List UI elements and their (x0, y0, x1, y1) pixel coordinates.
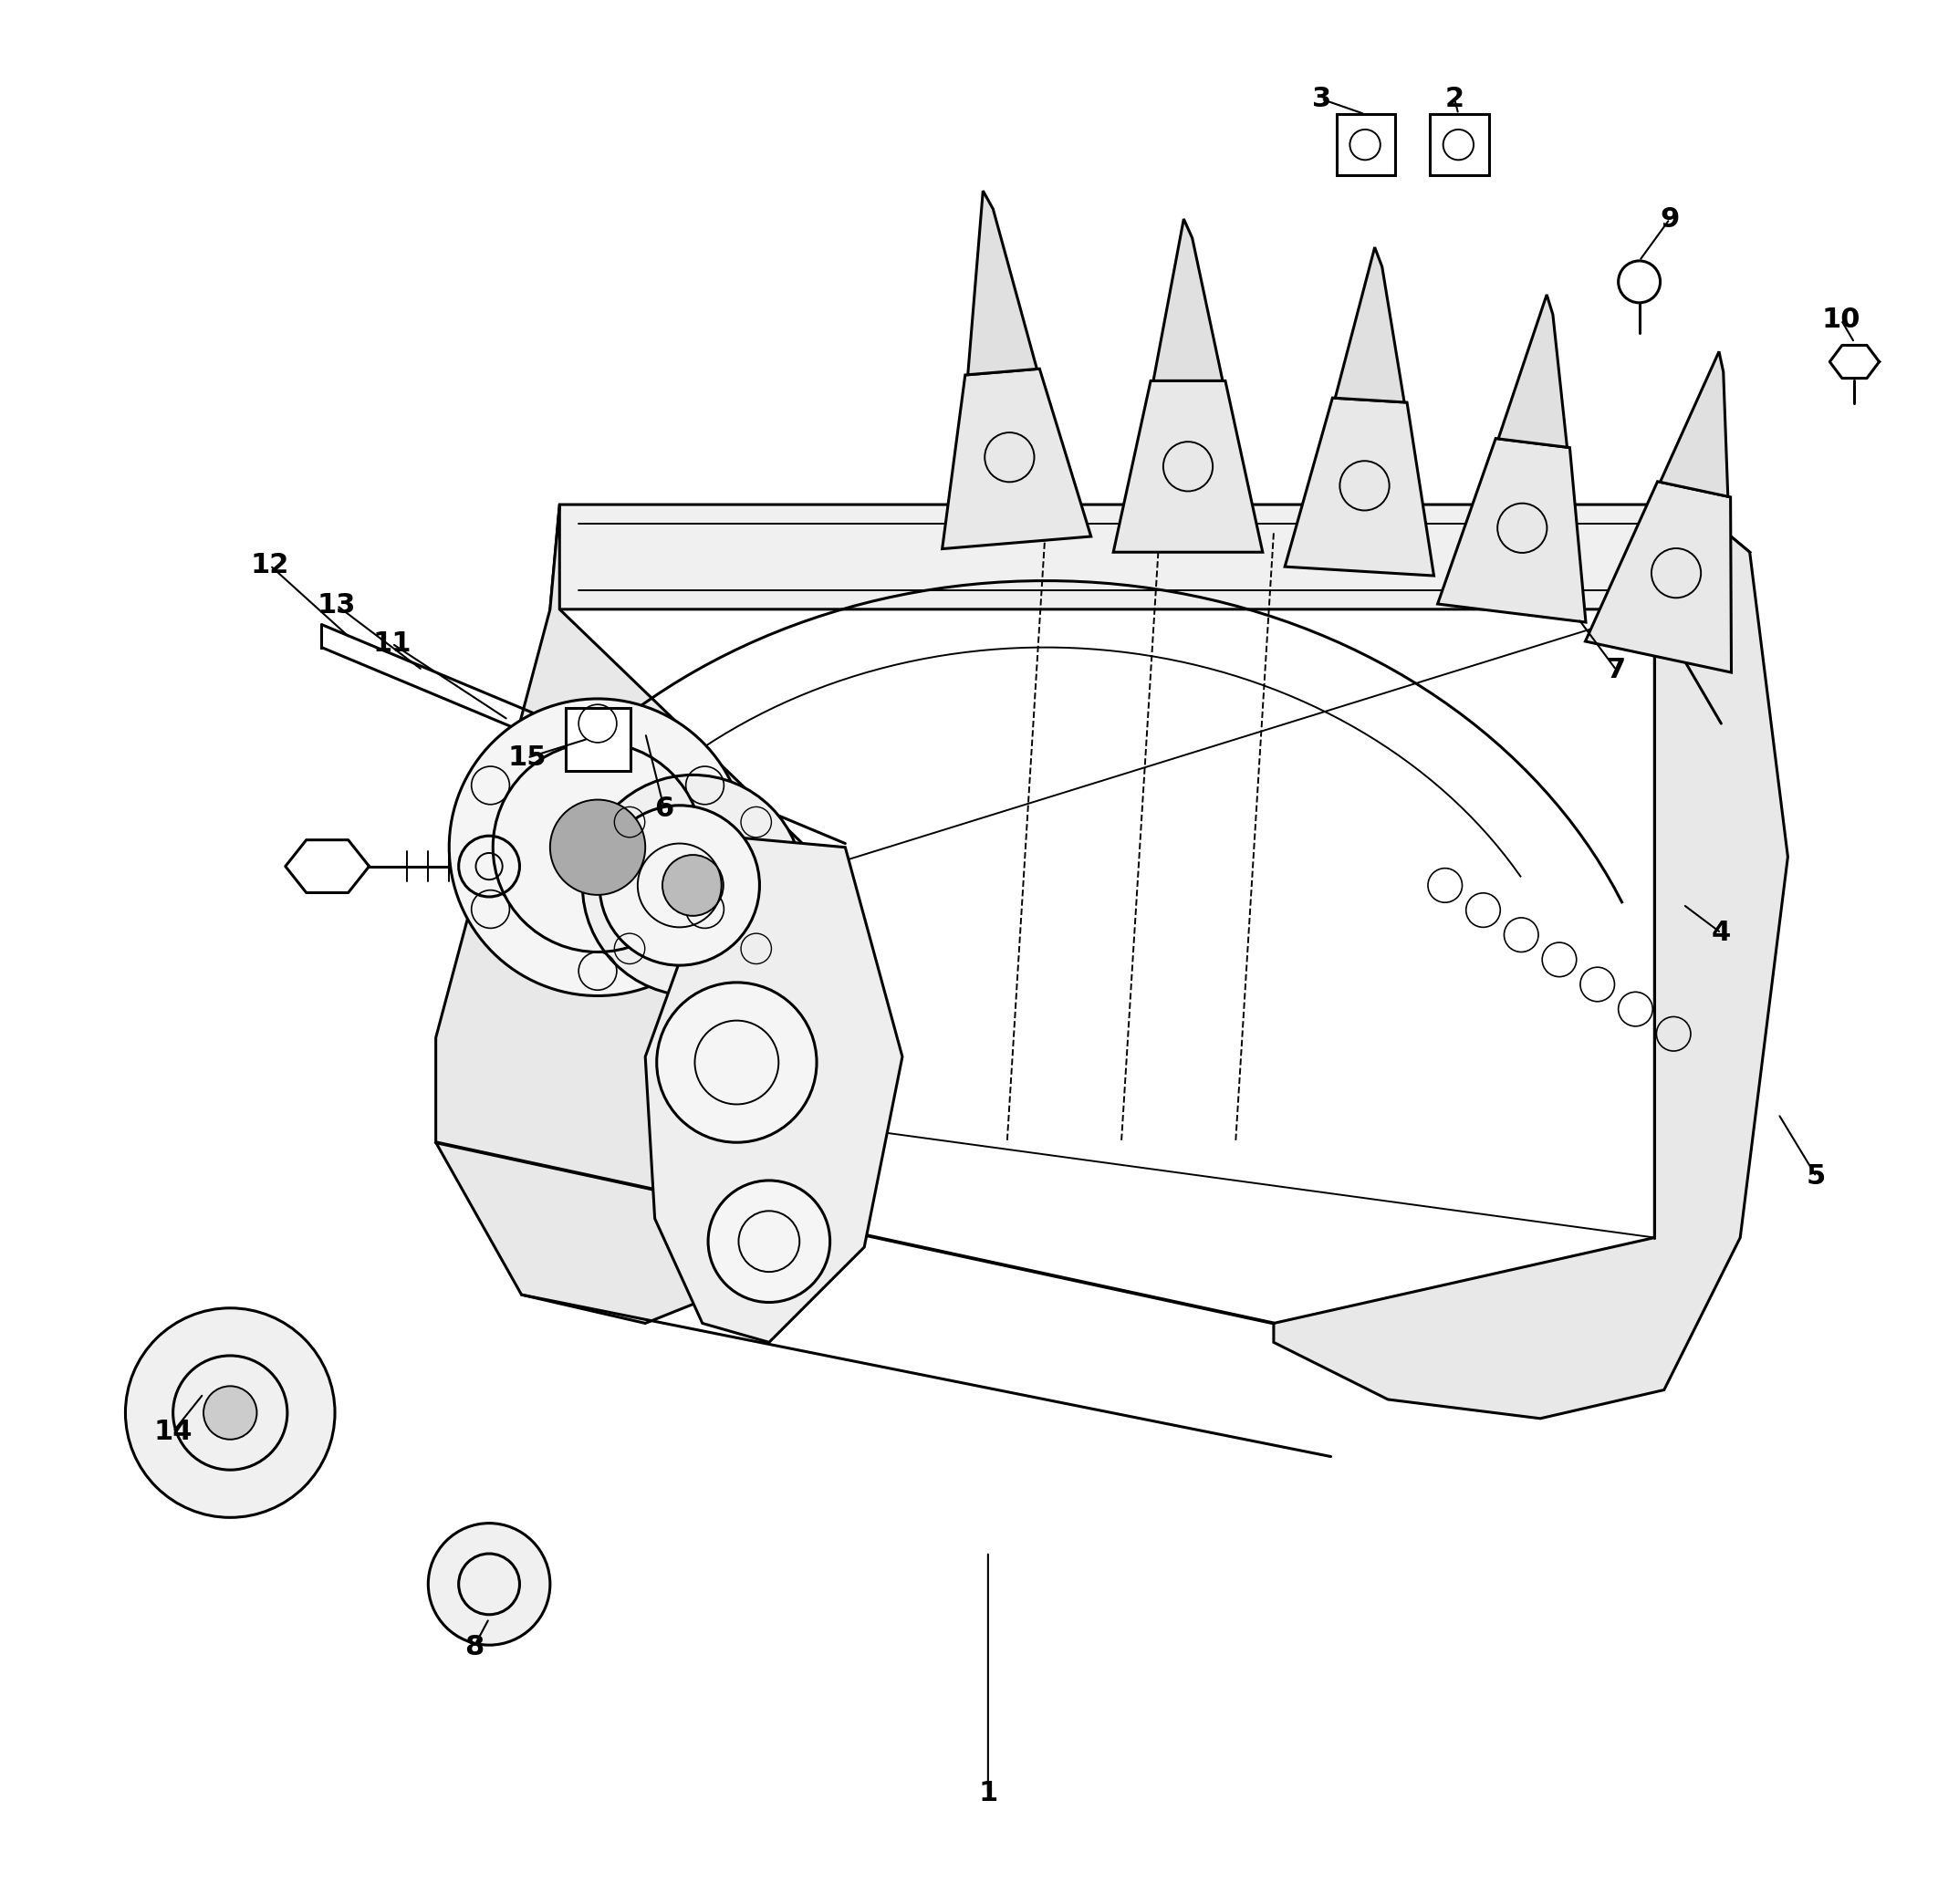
Polygon shape (1438, 438, 1585, 623)
Text: 7: 7 (1607, 657, 1626, 684)
Text: 8: 8 (465, 1634, 484, 1660)
Polygon shape (1112, 381, 1264, 552)
Circle shape (450, 699, 746, 996)
Text: 10: 10 (1822, 307, 1860, 333)
Polygon shape (967, 190, 1037, 375)
Circle shape (203, 1386, 258, 1439)
Polygon shape (1585, 482, 1731, 672)
Polygon shape (550, 505, 1750, 609)
Text: 1: 1 (979, 1780, 998, 1807)
Text: 6: 6 (655, 796, 674, 823)
Polygon shape (1661, 352, 1729, 497)
Text: 13: 13 (318, 592, 357, 619)
Text: 4: 4 (1711, 920, 1731, 946)
Circle shape (599, 805, 760, 965)
Polygon shape (1273, 505, 1789, 1418)
Polygon shape (1498, 295, 1568, 447)
Circle shape (428, 1523, 550, 1645)
Text: 14: 14 (153, 1418, 192, 1445)
Circle shape (126, 1308, 335, 1517)
Text: 12: 12 (250, 552, 289, 579)
Text: 11: 11 (372, 630, 411, 657)
Circle shape (663, 855, 723, 916)
Polygon shape (942, 369, 1091, 548)
Text: 3: 3 (1312, 86, 1331, 112)
Circle shape (583, 775, 804, 996)
Polygon shape (566, 708, 630, 771)
Polygon shape (1337, 114, 1395, 175)
Polygon shape (1430, 114, 1488, 175)
Circle shape (657, 982, 816, 1142)
Text: 15: 15 (508, 744, 547, 771)
Circle shape (707, 1180, 829, 1302)
Polygon shape (636, 828, 903, 1342)
Polygon shape (1153, 219, 1223, 381)
Polygon shape (436, 505, 826, 1323)
Text: 9: 9 (1661, 206, 1680, 232)
Text: 5: 5 (1806, 1163, 1826, 1190)
Polygon shape (1285, 398, 1434, 575)
Polygon shape (1335, 248, 1405, 402)
Circle shape (550, 800, 645, 895)
Text: 2: 2 (1446, 86, 1465, 112)
